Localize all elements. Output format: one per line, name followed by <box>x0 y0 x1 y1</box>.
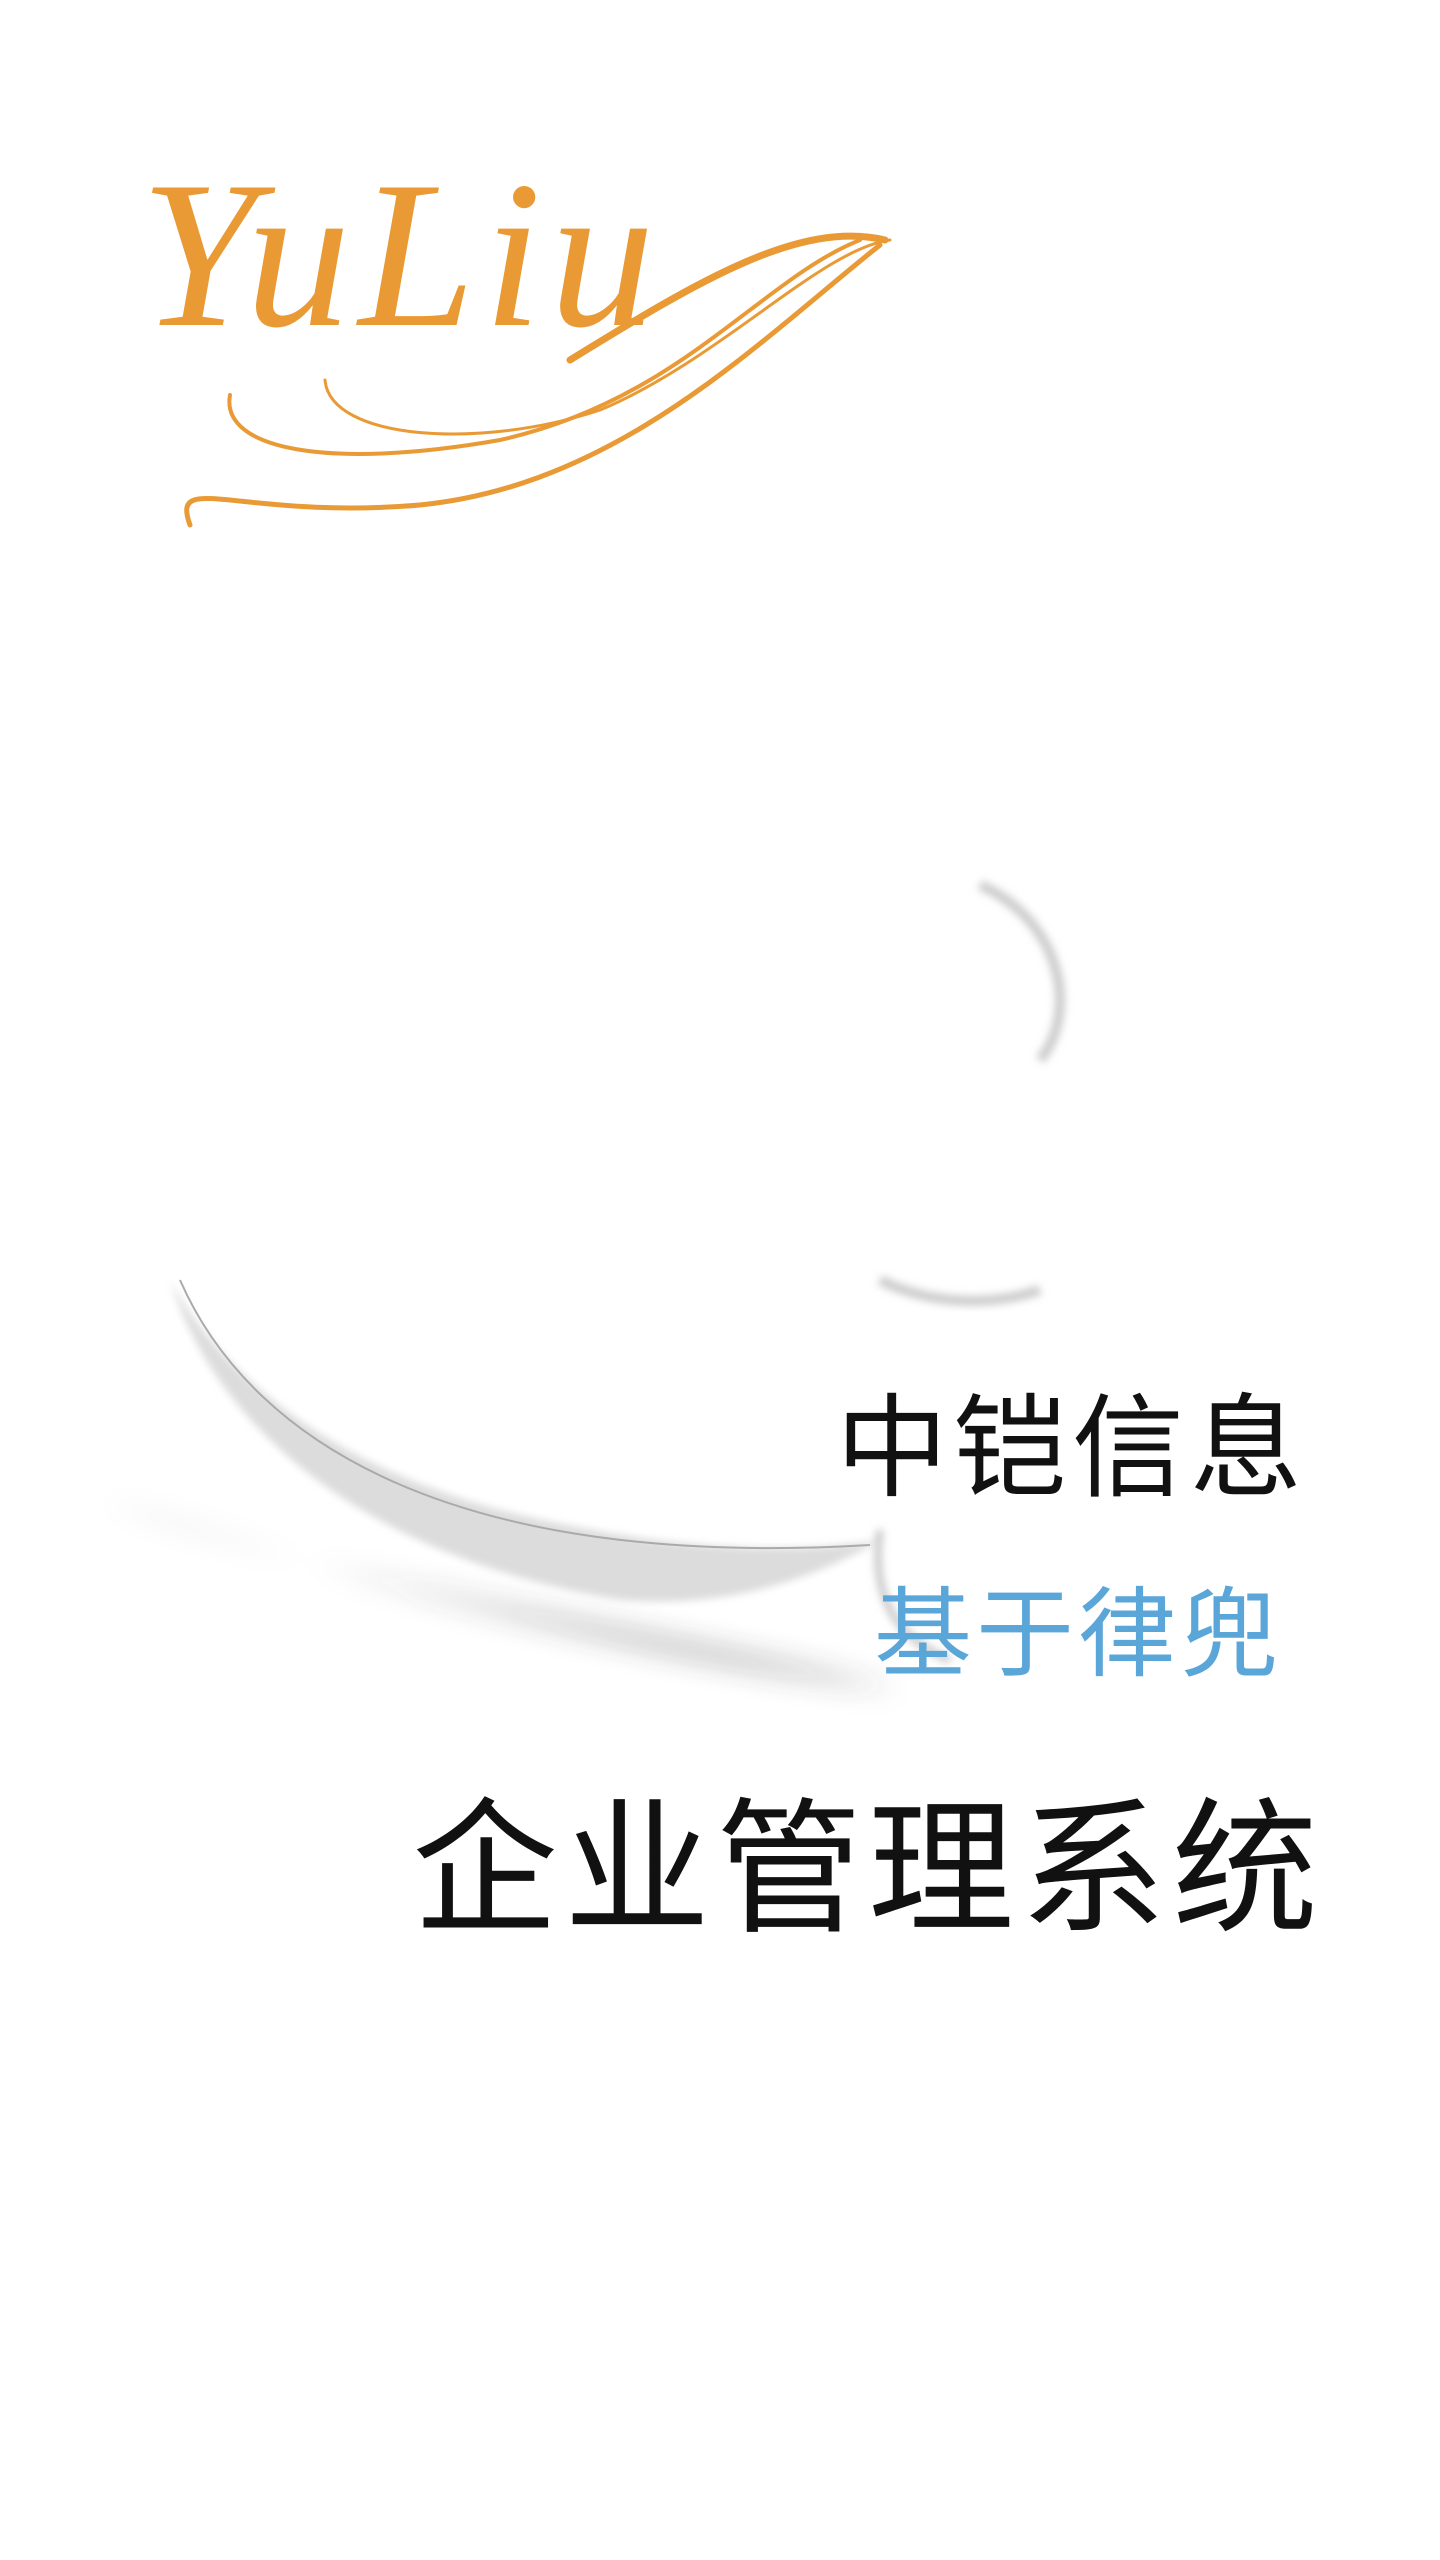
logo: YuLiu <box>140 139 663 371</box>
subtitle: 基于律兜 <box>873 1578 1282 1692</box>
logo-swoosh <box>184 232 892 528</box>
feather <box>100 880 1065 1690</box>
product-name: 企业管理系统 <box>412 1785 1324 1955</box>
company-name: 中铠信息 <box>836 1384 1308 1514</box>
